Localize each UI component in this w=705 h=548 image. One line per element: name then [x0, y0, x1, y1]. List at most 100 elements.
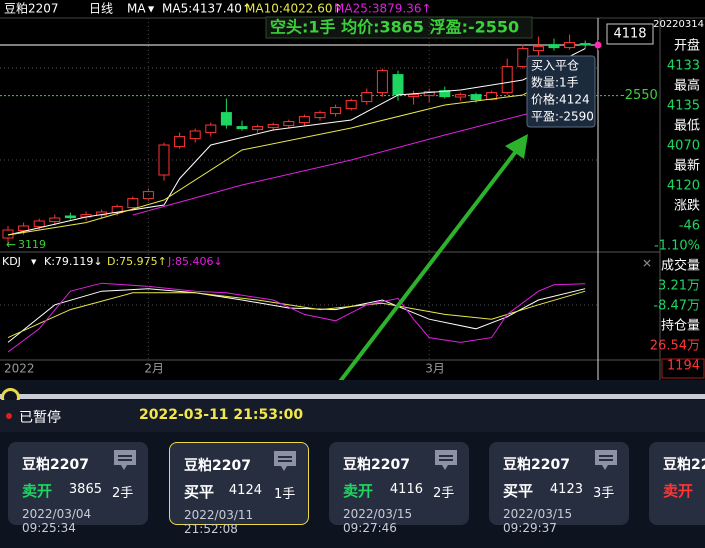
tooltip-line: 价格:4124 — [531, 92, 590, 107]
quote-item: 4070 — [667, 139, 700, 154]
last-box — [661, 358, 705, 379]
candle-body — [127, 198, 139, 209]
cost-label: -2550 — [620, 88, 658, 103]
x-tick-label: 2月 — [144, 362, 164, 376]
candle-body — [158, 144, 170, 176]
candle-body — [174, 136, 186, 148]
trade-action: 买平 — [184, 483, 215, 501]
candle-body — [220, 112, 232, 126]
note-icon[interactable] — [112, 448, 138, 472]
ma10-label: MA10:4022.60↑ — [245, 2, 343, 16]
trade-symbol: 豆粕2207 — [343, 457, 410, 473]
candle-body — [49, 217, 61, 223]
trade-time: 2022/03/11 21:52:08 — [184, 508, 254, 536]
trade-symbol: 豆粕2207 — [184, 458, 251, 474]
trade-symbol: 豆粕2207 — [22, 457, 89, 473]
trade-card[interactable]: 豆粕2207 买平 4124 1手 2022/03/11 21:52:08 — [169, 442, 309, 536]
quote-item: 4120 — [667, 179, 700, 194]
quote-item: 4133 — [667, 59, 700, 74]
line-series — [7, 48, 586, 236]
quote-item: -1.10% — [654, 239, 700, 254]
candle-body — [423, 91, 435, 97]
timeline[interactable] — [0, 394, 705, 399]
close-icon[interactable]: ✕ — [642, 257, 652, 271]
quote-item: 最新 — [674, 158, 700, 174]
quote-item: 最低 — [674, 119, 700, 134]
trade-time: 2022/03/04 09:25:34 — [22, 507, 92, 535]
note-icon[interactable] — [433, 448, 459, 472]
trade-qty: 2手 — [433, 486, 455, 501]
note-icon[interactable] — [272, 449, 298, 473]
menu-caret: ▼ — [31, 258, 37, 266]
quote-item: 3.21万 — [658, 279, 700, 294]
ma5-label: MA5:4137.40↑ — [162, 2, 252, 16]
quote-item: 26.54万 — [650, 339, 700, 354]
x-tick-label: 3月 — [425, 362, 445, 376]
kdj-menu[interactable]: KDJ — [2, 255, 21, 268]
trade-price: 3865 — [68, 482, 102, 497]
quote-item: 涨跌 — [674, 198, 700, 214]
candle-body — [283, 121, 295, 127]
candle-body — [18, 225, 30, 232]
d-label: D:75.975↑ — [107, 255, 167, 268]
j-label: J:85.406↓ — [167, 255, 223, 268]
quote-item: 4135 — [667, 99, 700, 114]
candle-body — [486, 92, 498, 101]
candle-body — [64, 215, 76, 219]
quote-item: 持仓量 — [661, 319, 700, 334]
x-axis: 2022 2月 3月 — [4, 18, 445, 376]
trade-card[interactable]: 豆粕2207 买平 4123 3手 2022/03/15 09:29:37 — [489, 442, 629, 535]
trade-qty: 3手 — [593, 486, 615, 501]
trade-qty: 1手 — [274, 487, 296, 502]
kdj-lines — [7, 282, 586, 353]
banner-box — [265, 16, 533, 39]
candle-body — [361, 92, 373, 103]
candle-body — [579, 43, 591, 46]
toolbar: 豆粕2207 日线 MA ▼ MA5:4137.40↑ MA10:4022.60… — [4, 1, 432, 16]
quote-item: 最高 — [674, 78, 700, 94]
tooltip-line: 买入平仓 — [531, 59, 579, 73]
candle-body — [376, 70, 388, 94]
trade-symbol: 豆粕2207 — [503, 457, 570, 473]
line-series — [7, 282, 586, 353]
tooltip-box — [526, 55, 596, 128]
symbol[interactable]: 豆粕2207 — [4, 1, 59, 16]
price-tag-box — [606, 23, 654, 45]
ma-menu[interactable]: MA — [127, 2, 146, 16]
candle-body — [314, 112, 326, 119]
tooltip-line: 数量:1手 — [531, 75, 579, 90]
chart-bg — [0, 0, 705, 380]
trade-card[interactable]: 豆粕2207 卖开 4116 2手 2022/03/15 09:27:46 — [329, 442, 469, 535]
trade-card[interactable]: 豆粕2207 卖开 3865 2手 2022/03/04 09:25:34 — [8, 442, 148, 535]
trade-card[interactable]: 豆粕2207 卖开 — [649, 442, 705, 525]
candle-body — [189, 130, 201, 140]
candle-body — [501, 66, 513, 94]
quote-date: 20220314 — [653, 19, 704, 30]
quote-item: 1194 — [667, 359, 700, 374]
note-icon[interactable] — [593, 448, 619, 472]
x-tick-label: 2022 — [4, 362, 35, 376]
arrow-head — [505, 134, 528, 159]
candle-body — [517, 48, 529, 68]
candle-body — [439, 90, 451, 98]
line-series — [7, 59, 586, 236]
trade-price: 4116 — [389, 482, 423, 497]
period[interactable]: 日线 — [89, 2, 113, 16]
candle-body — [205, 124, 217, 134]
trade-action: 买平 — [503, 482, 534, 500]
trade-action: 卖开 — [343, 482, 374, 500]
quote-item: 开盘 — [674, 38, 700, 54]
candle-body — [298, 116, 310, 124]
k-label: K:79.119↓ — [44, 255, 103, 268]
candle-body — [33, 220, 45, 228]
quote-item: -8.47万 — [653, 299, 700, 314]
position-banner: 空头:1手 均价:3865 浮盈:-2550 — [270, 18, 519, 37]
trade-action: 卖开 — [22, 482, 53, 500]
trade-symbol: 豆粕2207 — [663, 457, 705, 473]
quote-item: -46 — [679, 219, 700, 234]
tooltip-line: 平盈:-2590 — [531, 110, 594, 124]
arrow — [338, 144, 522, 380]
candle-body — [345, 100, 357, 110]
candle-body — [564, 42, 576, 49]
